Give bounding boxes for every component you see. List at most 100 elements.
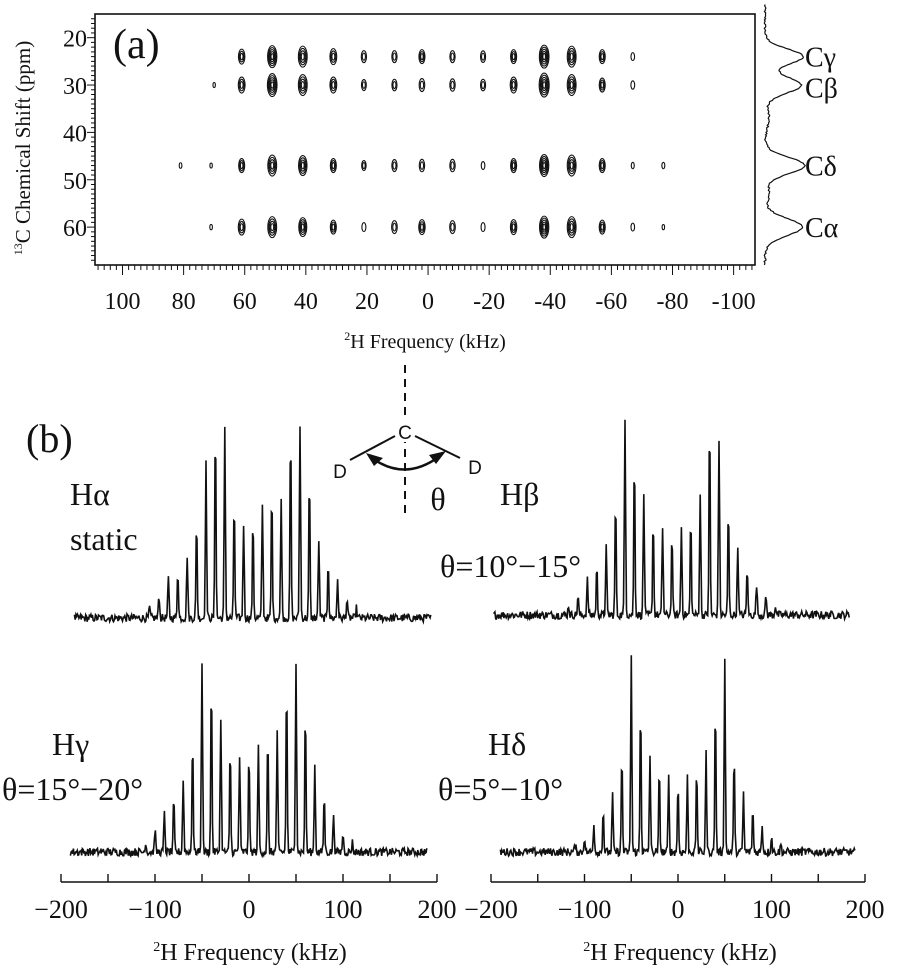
contour-peak <box>418 219 426 236</box>
contour-peak <box>598 77 606 93</box>
contour-peak <box>661 223 666 231</box>
contour-level <box>567 76 576 94</box>
contour-peak <box>178 162 183 169</box>
contour-level <box>569 52 574 61</box>
atom-c: C <box>398 423 412 444</box>
x-tick-label: -60 <box>595 289 627 315</box>
contour-level <box>449 158 456 173</box>
bond-c-d-right <box>414 435 461 459</box>
panel-a-ylabel-sup: 13 <box>11 243 25 255</box>
series-sub-h-delta: θ=5°−10° <box>438 771 563 807</box>
x-tick-label: 0 <box>243 895 256 924</box>
contour-peak <box>539 215 550 239</box>
angle-theta: θ <box>430 481 445 517</box>
y-tick-label: 20 <box>63 27 87 53</box>
contour-level <box>331 161 336 170</box>
contour-level <box>510 221 517 234</box>
contour-level <box>299 159 306 172</box>
y-tick-label: 30 <box>63 74 87 100</box>
panel-a-ticks: 100 80 60 40 20 0 -20 -40 -60 -80 -100 20 30 40 50 60 <box>63 18 756 315</box>
contour-peak <box>566 45 577 68</box>
contour-level <box>239 52 244 61</box>
contour-peak <box>566 216 577 239</box>
contour-level <box>268 218 277 236</box>
contour-level <box>361 159 367 172</box>
contour-level <box>568 50 575 64</box>
contour-level <box>269 79 275 91</box>
contour-level <box>510 159 517 172</box>
contour-level <box>419 80 425 90</box>
contour-level <box>267 154 278 177</box>
contour-level <box>450 161 455 170</box>
contour-level <box>391 158 398 173</box>
contour-level <box>420 53 424 61</box>
contour-peak <box>238 157 246 174</box>
contour-level <box>566 45 577 68</box>
series-name-h-gamma: Hγ <box>52 726 89 762</box>
contour-level <box>239 161 244 170</box>
contour-level <box>391 220 398 235</box>
contour-level <box>392 161 397 170</box>
spectrum-trace <box>73 426 432 625</box>
xlabel-left-sup: 2 <box>153 940 160 955</box>
contour-peak <box>480 160 486 171</box>
contour-peak <box>566 73 577 97</box>
contour-level <box>300 52 305 61</box>
contour-level <box>569 161 574 170</box>
contour-level <box>270 223 275 232</box>
contour-level <box>362 161 366 170</box>
contour-level <box>509 219 518 236</box>
series-sub-h-gamma: θ=15°−20° <box>2 771 143 807</box>
contour-level <box>419 161 425 170</box>
contour-level <box>268 77 276 93</box>
contour-level <box>392 81 397 90</box>
contour-level <box>599 79 605 91</box>
series-name-h-delta: Hδ <box>488 726 526 762</box>
contour-peak <box>538 44 550 69</box>
x-tick-label: 100 <box>324 895 363 924</box>
contour-level <box>299 219 307 236</box>
x-tick-label: 100 <box>752 895 791 924</box>
contour-peak <box>267 45 278 69</box>
contour-level <box>540 48 548 65</box>
contour-level <box>268 156 277 175</box>
contour-level <box>298 217 308 238</box>
contour-peak <box>360 50 368 64</box>
contour-level <box>267 216 278 239</box>
series-sub-h-alpha: static <box>70 521 138 557</box>
x-tick-label: 0 <box>422 289 434 315</box>
x-tick-label: 0 <box>672 895 685 924</box>
contour-level <box>331 81 336 90</box>
contour-level <box>237 218 246 236</box>
panel-b-label: (b) <box>26 416 73 461</box>
contour-level <box>212 81 216 89</box>
contour-peak <box>298 217 308 238</box>
c-label-bg <box>396 420 414 442</box>
contour-level <box>450 222 455 232</box>
contour-level <box>419 221 425 234</box>
contour-level <box>361 81 366 89</box>
contour-level <box>539 215 550 239</box>
contour-level <box>598 219 606 235</box>
contour-level <box>511 161 516 170</box>
panel-b-spectra: (b) −200 −100 0 100 200 −200 −100 0 100 200 Hα st… <box>2 416 885 966</box>
contour-level <box>600 81 605 89</box>
contour-level <box>510 51 517 63</box>
contour-level <box>541 159 547 172</box>
contour-peak <box>509 219 518 236</box>
contour-level <box>566 154 577 177</box>
x-tick-label: 40 <box>294 289 318 315</box>
contour-peak <box>267 216 278 239</box>
contour-level <box>331 52 336 61</box>
contour-level <box>630 80 636 90</box>
contour-level <box>540 219 548 235</box>
contour-level <box>418 219 426 236</box>
x-tick-label: −100 <box>558 895 612 924</box>
contour-level <box>239 81 244 90</box>
contour-level <box>299 50 306 64</box>
contour-peak <box>510 157 518 174</box>
contour-level <box>599 159 605 172</box>
contour-peak <box>361 222 367 233</box>
panel-b-axes: −200 −100 0 100 200 −200 −100 0 100 200 <box>34 874 885 924</box>
